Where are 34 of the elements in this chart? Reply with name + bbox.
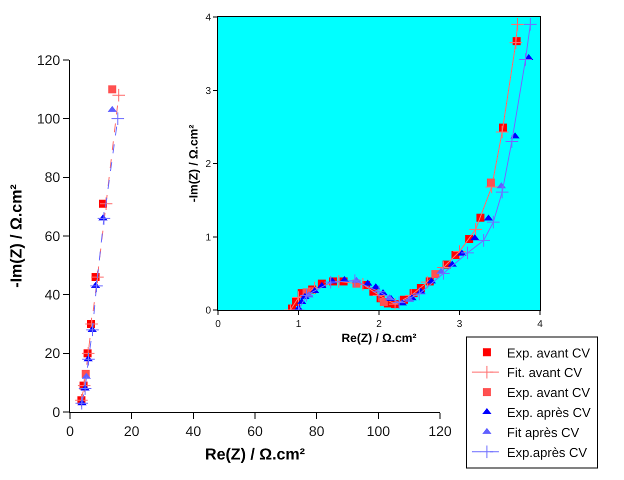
y-tick-label: 1: [205, 232, 212, 244]
x-tick-label: 4: [537, 319, 544, 330]
legend-label: Exp. après CV: [506, 405, 592, 420]
x-tick-label: 0: [215, 319, 222, 330]
x-tick-label: 2: [376, 319, 382, 330]
y-tick-label: 2: [205, 159, 212, 170]
y-tick-label: 20: [44, 345, 60, 362]
x-axis-title: Re(Z) / Ω.cm²: [205, 446, 305, 464]
x-tick-label: 1: [296, 319, 302, 330]
legend-label: Fit. avant CV: [506, 365, 582, 380]
y-tick-label: 100: [36, 110, 60, 127]
legend-label: Fit après CV: [506, 424, 580, 440]
y-tick-label: 3: [205, 86, 212, 97]
legend-label: Exp. avant CV: [506, 345, 590, 360]
y-tick-label: 40: [44, 286, 60, 303]
y-axis-title: -Im(Z) / Ω.cm²: [8, 184, 26, 288]
y-axis-title: -Im(Z) / Ω.cm²: [186, 124, 201, 202]
y-tick-label: 120: [36, 52, 60, 68]
y-tick-label: 4: [205, 12, 212, 24]
y-tick-label: 60: [44, 228, 60, 244]
x-tick-label: 100: [366, 422, 390, 439]
x-tick-label: 3: [456, 319, 463, 330]
x-tick-label: 80: [308, 422, 325, 439]
x-tick-label: 20: [124, 422, 140, 439]
y-tick-label: 0: [52, 404, 60, 420]
x-axis-title: Re(Z) / Ω.cm²: [342, 330, 416, 345]
y-tick-label: 0: [205, 306, 212, 316]
y-tick-label: 80: [44, 169, 60, 186]
x-tick-label: 60: [247, 422, 263, 439]
x-tick-label: 40: [186, 422, 202, 439]
legend-label: Exp. avant CV: [506, 385, 590, 400]
legend-label: Exp.après CV: [506, 444, 588, 460]
x-tick-label: 120: [428, 422, 452, 439]
x-tick-label: 0: [66, 422, 74, 439]
